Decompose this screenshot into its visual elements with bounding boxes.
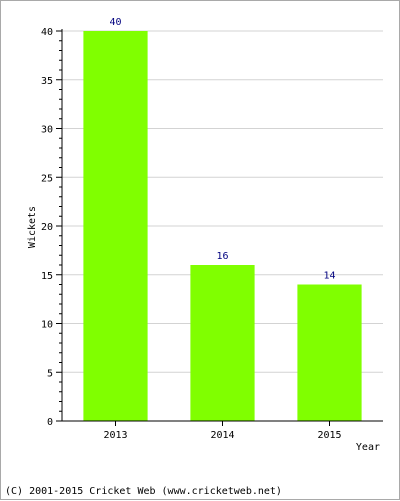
x-tick-label: 2014 [210, 430, 234, 441]
bar-2013 [83, 31, 148, 421]
y-ticks: 0 5 10 15 20 25 30 35 40 [41, 27, 62, 428]
y-tick-label: 30 [41, 125, 53, 136]
y-tick-label: 10 [41, 320, 53, 331]
bar-value-label: 16 [216, 251, 228, 262]
y-tick-label: 5 [47, 368, 53, 379]
copyright-credit: (C) 2001-2015 Cricket Web (www.cricketwe… [5, 486, 282, 497]
bar-2014 [190, 265, 255, 421]
value-labels: 40 16 14 [109, 17, 335, 282]
y-axis-title: Wickets [27, 206, 38, 248]
x-tick-label: 2015 [317, 430, 341, 441]
y-tick-label: 20 [41, 222, 53, 233]
x-tick-label: 2013 [103, 430, 127, 441]
bars [83, 31, 362, 421]
bar-value-label: 14 [323, 271, 335, 282]
bar-2015 [297, 284, 362, 421]
y-tick-label: 15 [41, 271, 53, 282]
x-axis-title: Year [356, 442, 380, 453]
y-tick-label: 35 [41, 76, 53, 87]
y-tick-label: 40 [41, 27, 53, 38]
x-ticks: 2013 2014 2015 [103, 421, 342, 441]
bar-value-label: 40 [109, 17, 121, 28]
y-tick-label: 25 [41, 173, 53, 184]
y-tick-label: 0 [47, 417, 53, 428]
